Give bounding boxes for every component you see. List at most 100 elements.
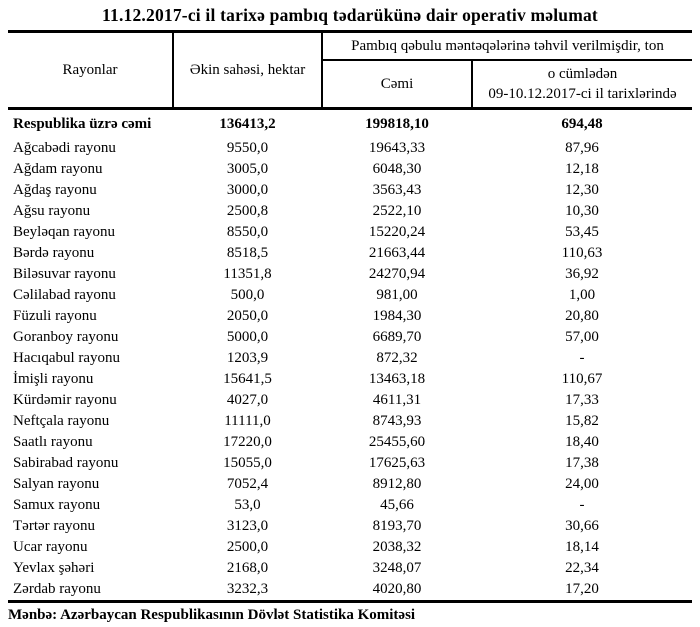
area-value-cell: 11351,8 (223, 266, 272, 282)
rayon-name-cell: Ucar rayonu (13, 539, 88, 555)
area-value-cell: 17220,0 (223, 434, 272, 450)
recent-value-cell: - (579, 350, 585, 366)
rayon-name-cell: Salyan rayonu (13, 476, 100, 492)
area-value-cell: 8518,5 (226, 245, 269, 261)
rayon-name-cell: Sabirabad rayonu (13, 455, 119, 471)
area-value-cell: 2168,0 (226, 560, 269, 576)
total-value-cell: 25455,60 (368, 434, 426, 450)
area-value-cell: 8550,0 (226, 224, 269, 240)
table-row: Beyləqan rayonu 8550,0 15220,24 53,45 (8, 222, 692, 243)
total-value-cell: 8743,93 (372, 413, 422, 429)
rayon-name-cell: Zərdab rayonu (13, 581, 101, 597)
table-row: Ağcabədi rayonu 9550,0 19643,33 87,96 (8, 138, 692, 159)
table-row: Neftçala rayonu 11111,0 8743,93 15,82 (8, 411, 692, 432)
recent-value-cell: 24,00 (565, 476, 599, 492)
area-value-cell: 9550,0 (226, 140, 269, 156)
recent-value-cell: 1,00 (568, 287, 596, 303)
area-value-cell: 2050,0 (226, 308, 269, 324)
total-value-cell: 17625,63 (368, 455, 426, 471)
recent-value-cell: 10,30 (565, 203, 599, 219)
area-value-cell: 5000,0 (226, 329, 269, 345)
header-row-2: Cəmi o cümlədən 09-10.12.2017-ci il tari… (8, 60, 692, 109)
table-row: Ağdam rayonu 3005,0 6048,30 12,18 (8, 159, 692, 180)
total-value-cell: 21663,44 (368, 245, 426, 261)
table-row: Samux rayonu 53,0 45,66 - (8, 495, 692, 516)
rayon-name-cell: Ağdaş rayonu (13, 182, 97, 198)
table-row: Goranboy rayonu 5000,0 6689,70 57,00 (8, 327, 692, 348)
table-row: İmişli rayonu 15641,5 13463,18 110,67 (8, 369, 692, 390)
total-value-cell: 13463,18 (368, 371, 426, 387)
recent-value-cell: 17,20 (565, 581, 599, 597)
total-value-cell: 45,66 (380, 497, 414, 513)
table-header: Rayonlar Əkin sahəsi, hektar Pambıq qəbu… (8, 30, 693, 109)
table-row: Cəlilabad rayonu 500,0 981,00 1,00 (8, 285, 692, 306)
rayon-name-cell: Bərdə rayonu (13, 245, 95, 261)
column-header-ocumleden: o cümlədən 09-10.12.2017-ci il tarixləri… (472, 60, 692, 109)
recent-value-cell: 18,40 (565, 434, 599, 450)
recent-value-cell: 30,66 (565, 518, 599, 534)
table-row: Ağdaş rayonu 3000,0 3563,43 12,30 (8, 180, 692, 201)
column-header-ocumleden-line1: o cümlədən (547, 65, 618, 82)
table-row: Ucar rayonu 2500,0 2038,32 18,14 (8, 537, 692, 558)
table-row: Salyan rayonu 7052,4 8912,80 24,00 (8, 474, 692, 495)
recent-value-cell: 12,30 (565, 182, 599, 198)
column-header-pambiq-span: Pambıq qəbulu məntəqələrinə təhvil veril… (322, 30, 693, 61)
table-row: Füzuli rayonu 2050,0 1984,30 20,80 (8, 306, 692, 327)
recent-value-cell: 15,82 (565, 413, 599, 429)
total-value-cell: 15220,24 (368, 224, 426, 240)
total-value-cell: 19643,33 (368, 140, 426, 156)
recent-value-cell: - (579, 497, 585, 513)
table-row: Yevlax şəhəri 2168,0 3248,07 22,34 (8, 558, 692, 579)
total-value-cell: 6689,70 (372, 329, 422, 345)
area-value-cell: 2500,0 (226, 539, 269, 555)
total-value-cell: 4020,80 (372, 581, 422, 597)
table-body: Respublika üzrə cəmi 136413,2 199818,10 694… (8, 109, 693, 602)
area-value-cell: 136413,2 (219, 116, 276, 132)
rayon-name-cell: Ağcabədi rayonu (13, 140, 116, 156)
recent-value-cell: 53,45 (565, 224, 599, 240)
recent-value-cell: 17,38 (565, 455, 599, 471)
total-value-cell: 3248,07 (372, 560, 422, 576)
column-header-rayonlar: Rayonlar (8, 30, 174, 109)
table-row: Hacıqabul rayonu 1203,9 872,32 - (8, 348, 692, 369)
total-value-cell: 4611,31 (372, 392, 422, 408)
area-value-cell: 4027,0 (226, 392, 269, 408)
area-value-cell: 3123,0 (226, 518, 269, 534)
table-row: Zərdab rayonu 3232,3 4020,80 17,20 (8, 579, 692, 602)
total-value-cell: 872,32 (376, 350, 418, 366)
recent-value-cell: 694,48 (561, 116, 603, 132)
area-value-cell: 15055,0 (223, 455, 272, 471)
table-row: Saatlı rayonu 17220,0 25455,60 18,40 (8, 432, 692, 453)
recent-value-cell: 36,92 (565, 266, 599, 282)
rayon-name-cell: Ağsu rayonu (13, 203, 91, 219)
area-value-cell: 15641,5 (223, 371, 272, 387)
table-row: Bərdə rayonu 8518,5 21663,44 110,63 (8, 243, 692, 264)
area-value-cell: 1203,9 (226, 350, 269, 366)
rayon-name-cell: Saatlı rayonu (13, 434, 93, 450)
column-header-ekin-sahesi: Əkin sahəsi, hektar (173, 30, 323, 109)
area-value-cell: 3000,0 (226, 182, 269, 198)
area-value-cell: 2500,8 (226, 203, 269, 219)
table-row: Tərtər rayonu 3123,0 8193,70 30,66 (8, 516, 692, 537)
table-row: Sabirabad rayonu 15055,0 17625,63 17,38 (8, 453, 692, 474)
rayon-name-cell: Tərtər rayonu (13, 518, 96, 534)
recent-value-cell: 20,80 (565, 308, 599, 324)
area-value-cell: 500,0 (230, 287, 265, 303)
recent-value-cell: 110,63 (561, 245, 603, 261)
recent-value-cell: 18,14 (565, 539, 599, 555)
recent-value-cell: 57,00 (565, 329, 599, 345)
rayon-name-cell: Respublika üzrə cəmi (13, 116, 152, 132)
page-title: 11.12.2017-ci il tarixə pambıq tədarükün… (102, 5, 598, 25)
area-value-cell: 11111,0 (224, 413, 271, 429)
recent-value-cell: 12,18 (565, 161, 599, 177)
rayon-name-cell: Biləsuvar rayonu (13, 266, 116, 282)
rayon-name-cell: Beyləqan rayonu (13, 224, 116, 240)
rayon-name-cell: Hacıqabul rayonu (13, 350, 121, 366)
rayon-name-cell: Neftçala rayonu (13, 413, 110, 429)
area-value-cell: 53,0 (234, 497, 261, 513)
rayon-name-cell: Goranboy rayonu (13, 329, 119, 345)
cotton-procurement-table: Rayonlar Əkin sahəsi, hektar Pambıq qəbu… (8, 30, 693, 603)
area-value-cell: 7052,4 (226, 476, 269, 492)
total-value-cell: 1984,30 (372, 308, 422, 324)
